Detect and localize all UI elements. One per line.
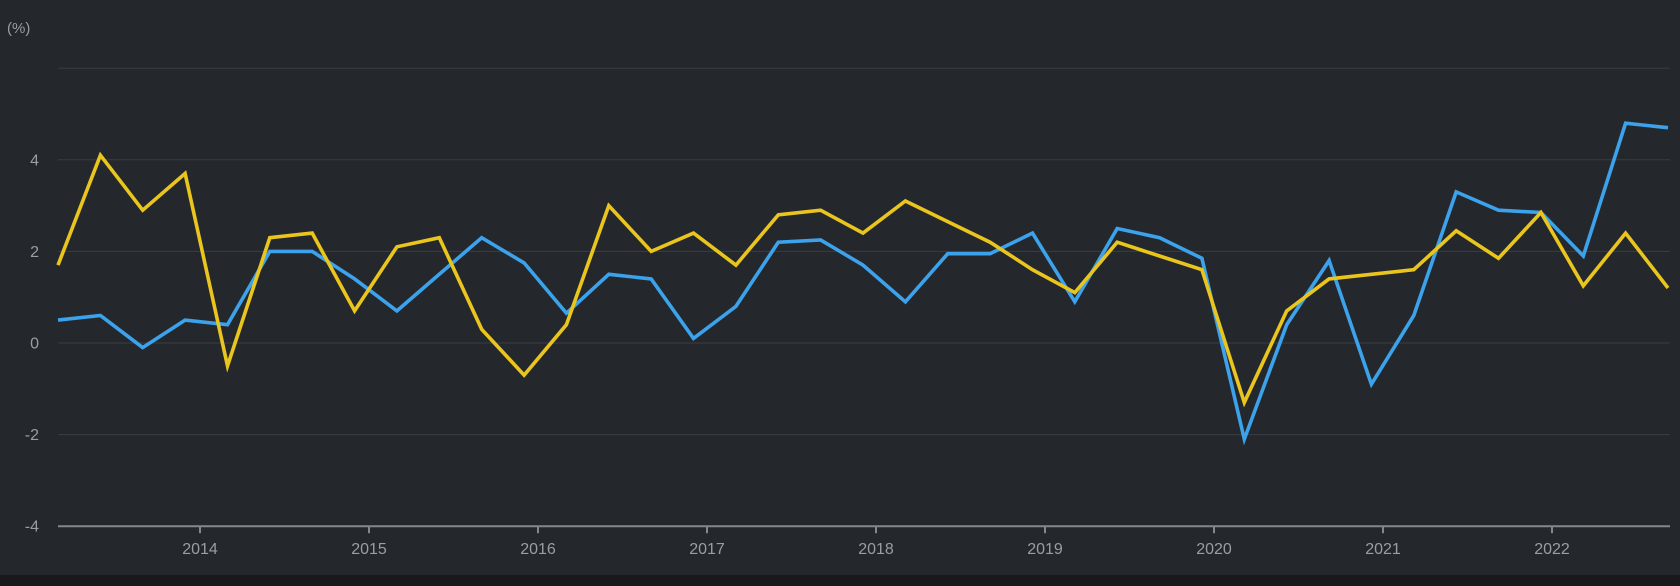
- y-axis-unit-label: (%): [7, 20, 31, 37]
- x-axis-label: 2018: [858, 541, 894, 558]
- blue-series-line[interactable]: [57, 121, 1669, 446]
- x-axis-label: 2015: [351, 541, 387, 558]
- y-axis-label: -4: [25, 519, 39, 536]
- x-axis-label: 2022: [1534, 541, 1570, 558]
- y-axis-label: -2: [25, 427, 39, 444]
- y-axis-label: 2: [30, 244, 39, 261]
- yellow-series-line[interactable]: [56, 151, 1670, 408]
- y-axis-label: 0: [30, 336, 39, 353]
- x-axis-label: 2019: [1027, 541, 1063, 558]
- x-axis-label: 2016: [520, 541, 556, 558]
- x-axis-label: 2020: [1196, 541, 1232, 558]
- x-axis-label: 2017: [689, 541, 725, 558]
- x-axis-label: 2021: [1365, 541, 1401, 558]
- y-axis-label: 4: [30, 152, 39, 169]
- bottom-strip: [0, 575, 1680, 586]
- x-axis-label: 2014: [182, 541, 218, 558]
